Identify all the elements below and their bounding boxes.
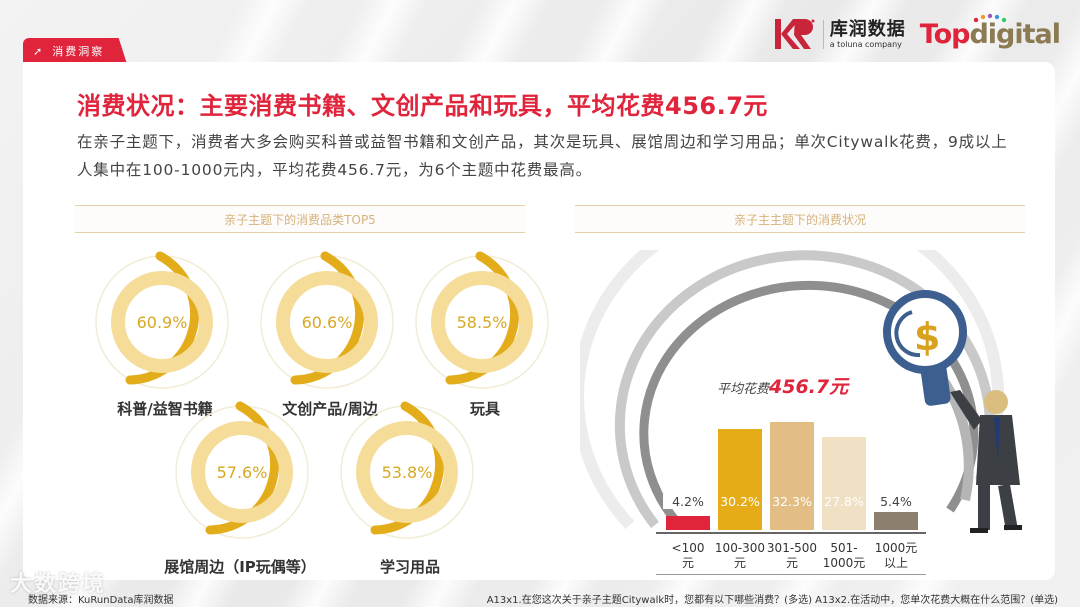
- donut-value: 58.5%: [456, 312, 508, 332]
- bar-category-label: <100 元: [671, 541, 705, 570]
- bar: [822, 437, 866, 530]
- bar-value-label: 32.3%: [772, 494, 812, 509]
- slide-description: 在亲子主题下，消费者大多会购买科普或益智书籍和文创产品，其次是玩具、展馆周边和学…: [77, 133, 1008, 179]
- donut-value: 60.9%: [136, 312, 188, 332]
- color-dots-icon: [973, 13, 1006, 22]
- donut-label: 展馆周边（IP玩偶等）: [164, 558, 316, 576]
- x-axis-bottom-line: [656, 574, 926, 575]
- kurun-logo-cn: 库润数据: [829, 18, 906, 40]
- bar-value-label: 27.8%: [824, 494, 864, 509]
- watermark: 大数跨境: [10, 572, 107, 597]
- bar-value-label: 30.2%: [720, 494, 760, 509]
- right-section-heading: 亲子主主题下的消费状况: [575, 205, 1025, 233]
- bar-value-label: 4.2%: [663, 494, 713, 509]
- kurun-logo-mark-icon: [774, 19, 815, 49]
- topdigital-logo: Topdigital: [920, 13, 1061, 50]
- donut-label: 学习用品: [379, 558, 440, 576]
- x-axis-line: [656, 532, 926, 534]
- kurun-logo-en: a toluna company: [829, 39, 902, 49]
- bar: [718, 429, 762, 530]
- bar-category-label: 100-300 元: [714, 541, 766, 570]
- arrow-up-right-icon: ➚: [33, 44, 45, 58]
- donut-chart: 57.6%: [170, 400, 320, 550]
- survey-question-note: A13x1.在您这次关于亲子主题Citywalk时，您都有以下哪些消费？(多选)…: [486, 595, 1058, 606]
- average-spend-label: 平均花费456.7元: [717, 376, 849, 398]
- donut-value: 53.8%: [381, 462, 433, 482]
- data-source: 数据来源：KuRunData库润数据: [28, 595, 174, 606]
- bar-value-label: 5.4%: [871, 494, 921, 509]
- bar-category-label: 1000元 以上: [874, 541, 918, 570]
- donut-ring-icon: [415, 251, 549, 389]
- section-tab: ➚ 消费洞察: [23, 38, 127, 64]
- bar: [874, 512, 918, 530]
- donut-ring-icon: [260, 251, 394, 389]
- bar: [666, 516, 710, 530]
- svg-text:$: $: [914, 315, 940, 359]
- slide-title: 消费状况：主要消费书籍、文创产品和玩具，平均花费456.7元: [77, 92, 768, 120]
- bar-category-label: 501- 1000元: [822, 541, 866, 570]
- donut-label: 文创产品/周边: [282, 400, 378, 418]
- donut-label: 玩具: [469, 400, 500, 418]
- bar: [770, 422, 814, 530]
- businessman-magnifier-illustration: $: [883, 290, 1022, 533]
- donut-chart: 60.9%: [90, 250, 240, 400]
- donut-label: 科普/益智书籍: [117, 400, 213, 418]
- header-logos: 库润数据 a toluna company Topdigital: [773, 13, 1061, 52]
- donut-ring-icon: [95, 251, 229, 389]
- donut-chart: 53.8%: [335, 400, 485, 550]
- bar-category-label: 301-500 元: [766, 541, 818, 570]
- section-tab-label: 消费洞察: [52, 45, 105, 58]
- donut-value: 60.6%: [301, 312, 353, 332]
- donut-chart: 58.5%: [410, 250, 560, 400]
- left-section-heading: 亲子主题下的消费品类TOP5: [75, 205, 525, 233]
- donut-ring-icon: [340, 401, 474, 539]
- donut-ring-icon: [175, 401, 309, 539]
- average-spend-value: 456.7元: [769, 376, 849, 398]
- donut-value: 57.6%: [216, 462, 268, 482]
- kurun-logo: 库润数据 a toluna company: [773, 16, 906, 52]
- donut-chart: 60.6%: [255, 250, 405, 400]
